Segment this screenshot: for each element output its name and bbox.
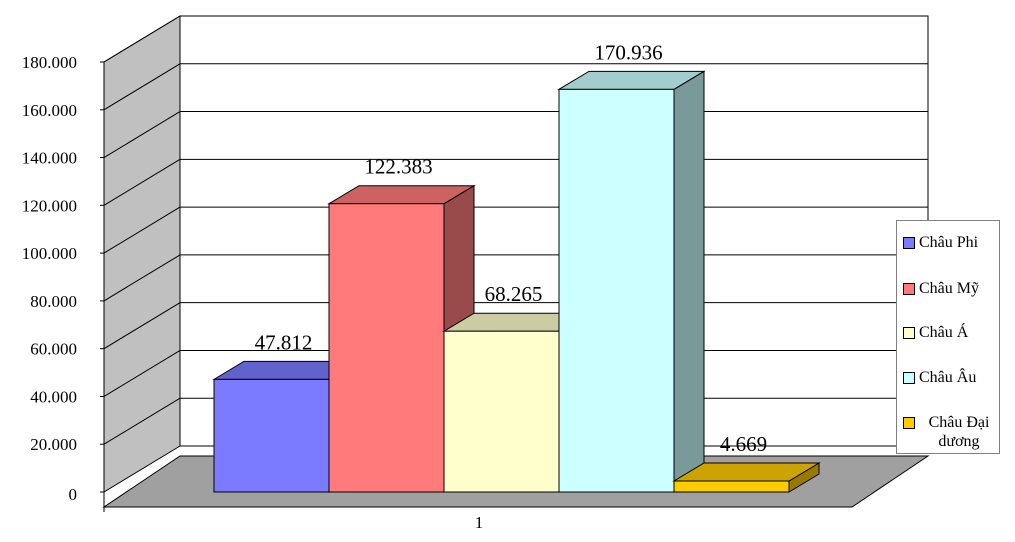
y-tick-label: 140.000: [22, 149, 77, 168]
legend-swatch: [903, 283, 915, 295]
y-tick-label: 60.000: [30, 340, 77, 359]
gridline-side: [103, 15, 181, 63]
data-label: 4.669: [720, 432, 767, 456]
y-tick-label: 40.000: [30, 387, 77, 406]
data-label: 47.812: [255, 330, 313, 354]
legend-label: Châu Mỹ: [919, 280, 979, 297]
y-axis: 0 20.000 40.000 60.000 80.000 100.000 120.000 1…: [22, 53, 852, 532]
legend-swatch: [903, 417, 915, 429]
gridline-side: [103, 206, 181, 254]
legend-swatch: [903, 237, 915, 249]
bar-front: [443, 330, 560, 493]
y-tick-label: 0: [69, 485, 78, 504]
legend-item: Châu Âu: [903, 368, 976, 387]
legend-item: Châu Phi: [903, 233, 978, 252]
data-label: 122.383: [364, 155, 432, 179]
side-wall: [103, 15, 181, 493]
legend-item: Châu Đại dương: [903, 413, 999, 451]
bar-side: [673, 70, 705, 493]
gridline-side: [103, 397, 181, 445]
gridline-side: [103, 302, 181, 350]
legend-item: Châu Á: [903, 323, 968, 342]
gridline-side: [103, 111, 181, 158]
legend-swatch: [903, 372, 915, 384]
gridline-side: [103, 158, 181, 206]
data-label: 170.936: [594, 40, 662, 64]
y-tick-label: 100.000: [22, 244, 77, 263]
bar-front: [558, 88, 675, 493]
bar-front: [328, 203, 445, 493]
gridline-side: [103, 254, 181, 302]
legend-label: Châu Phi: [919, 234, 979, 251]
gridline-side: [103, 350, 181, 397]
y-tick-label: 160.000: [22, 101, 77, 120]
y-tick-label: 80.000: [30, 292, 77, 311]
legend-label: Châu Á: [919, 324, 969, 341]
legend: Châu Phi Châu Mỹ Châu Á Châu Âu Châu Đại dươ…: [896, 220, 1000, 454]
data-labels: 47.812 122.383 68.265 170.936 4.669: [255, 40, 768, 456]
gridline-side: [103, 63, 181, 111]
legend-label: Châu Đại dương: [928, 414, 990, 450]
bars: [212, 70, 821, 493]
bar: [557, 70, 706, 493]
bar: [672, 462, 821, 493]
legend-item: Châu Mỹ: [903, 279, 979, 298]
bar-front: [673, 480, 790, 493]
y-tick-label: 120.000: [22, 196, 77, 215]
y-tick-label: 20.000: [30, 435, 77, 454]
x-tick-label: 1: [475, 513, 484, 532]
y-tick-label: 180.000: [22, 53, 77, 72]
legend-label: Châu Âu: [919, 369, 977, 386]
data-label: 68.265: [485, 282, 543, 306]
legend-swatch: [903, 327, 915, 339]
bar-front: [213, 378, 330, 493]
